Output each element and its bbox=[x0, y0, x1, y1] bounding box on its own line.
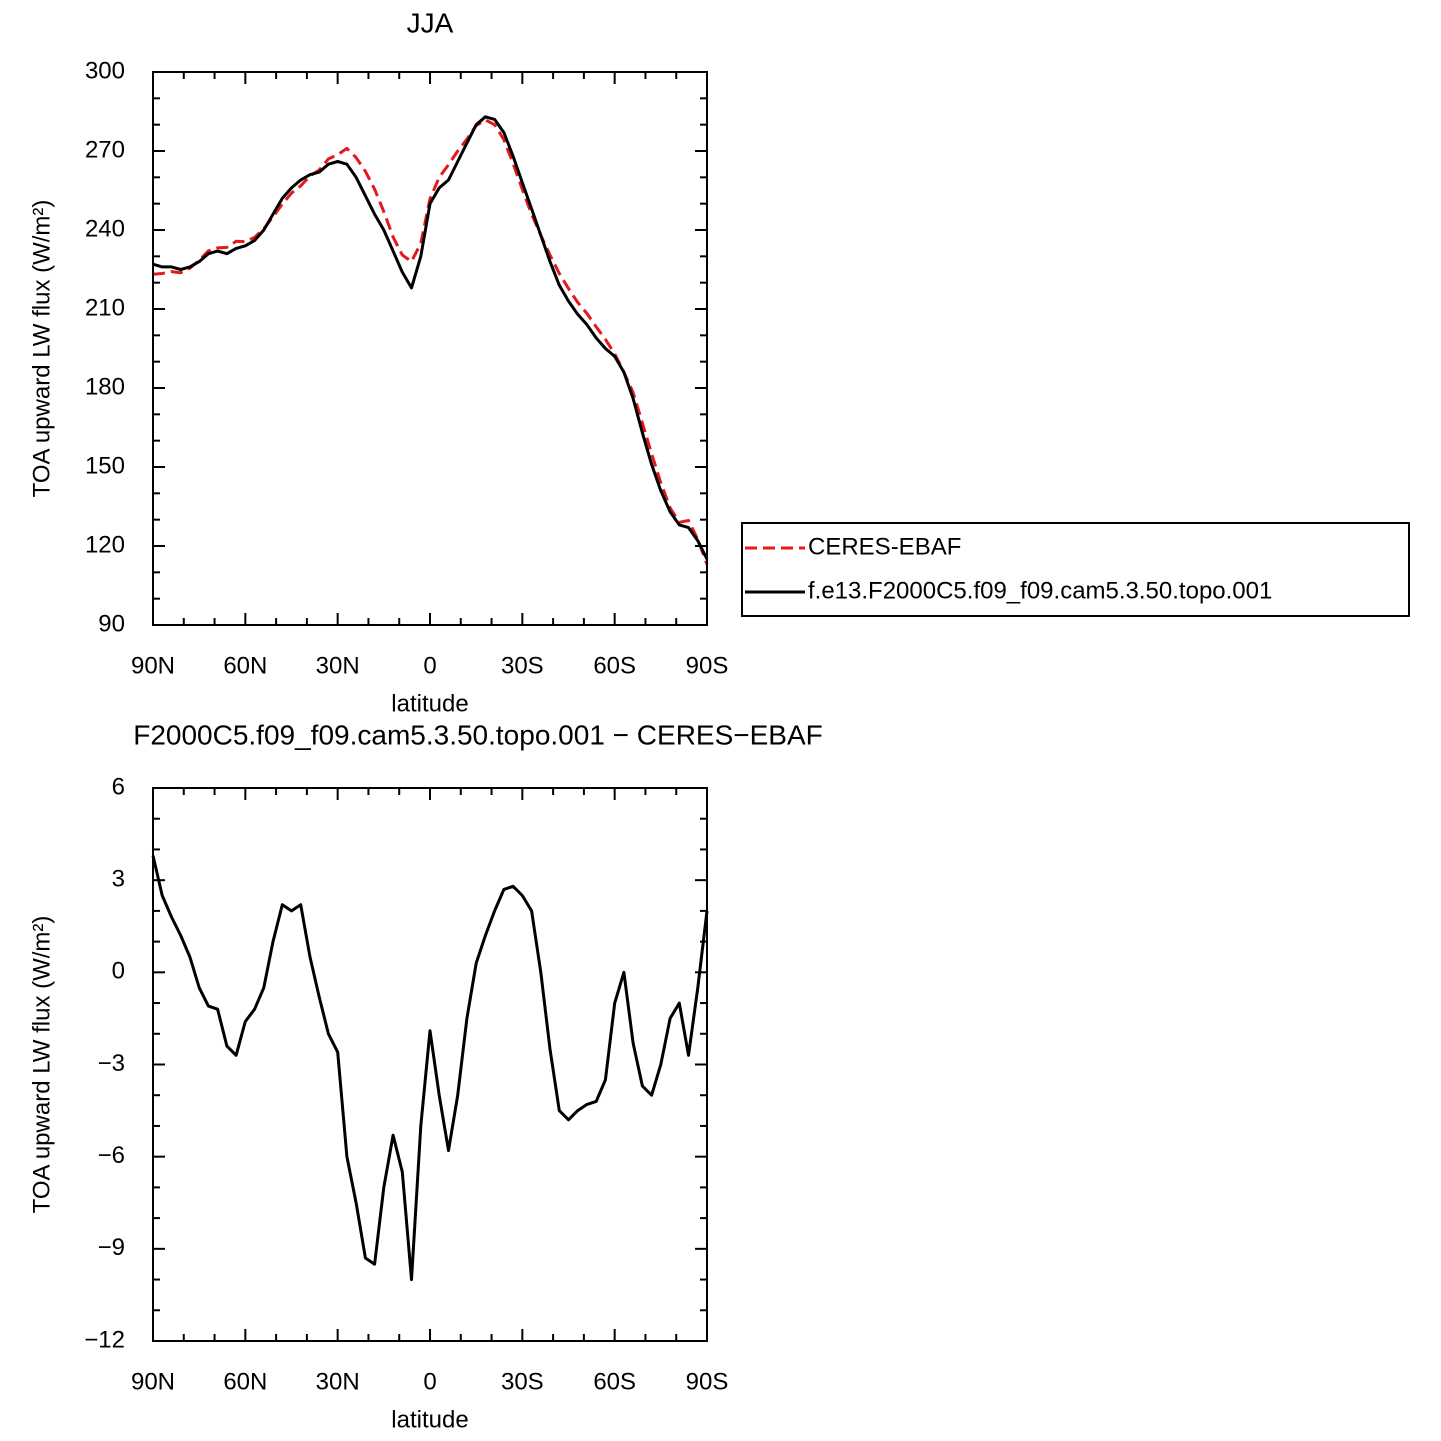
y-tick-label: 150 bbox=[85, 452, 125, 479]
legend-label: CERES-EBAF bbox=[808, 533, 961, 560]
x-tick-label: 0 bbox=[423, 652, 436, 679]
x-tick-label: 60N bbox=[223, 652, 267, 679]
y-tick-label: 300 bbox=[85, 57, 125, 84]
y-axis-label: TOA upward LW flux (W/m²) bbox=[28, 200, 55, 498]
x-tick-label: 30S bbox=[501, 652, 544, 679]
chart-title: JJA bbox=[407, 7, 454, 38]
y-tick-label: 6 bbox=[112, 773, 125, 800]
x-tick-label: 30S bbox=[501, 1368, 544, 1395]
x-tick-label: 90N bbox=[131, 652, 175, 679]
x-tick-label: 30N bbox=[316, 652, 360, 679]
x-tick-label: 60S bbox=[593, 1368, 636, 1395]
y-tick-label: −9 bbox=[98, 1234, 125, 1261]
y-tick-label: 120 bbox=[85, 531, 125, 558]
legend-box bbox=[741, 522, 1410, 617]
y-tick-label: −6 bbox=[98, 1142, 125, 1169]
data-line bbox=[152, 115, 709, 560]
y-tick-label: 210 bbox=[85, 294, 125, 321]
y-tick-label: −12 bbox=[84, 1326, 125, 1353]
x-tick-label: 30N bbox=[316, 1368, 360, 1395]
plot-frame bbox=[152, 71, 708, 626]
x-tick-label: 90S bbox=[686, 652, 729, 679]
x-axis-label: latitude bbox=[391, 690, 468, 717]
x-tick-label: 60N bbox=[223, 1368, 267, 1395]
legend-label: f.e13.F2000C5.f09_f09.cam5.3.50.topo.001 bbox=[808, 577, 1272, 604]
x-tick-label: 90N bbox=[131, 1368, 175, 1395]
panel: F2000C5.f09_f09.cam5.3.50.topo.001 − CER… bbox=[28, 719, 822, 1433]
y-tick-label: 3 bbox=[112, 866, 125, 893]
panel: JJA latitude TOA upward LW flux (W/m²) 90N 6… bbox=[28, 7, 1410, 717]
y-axis-label: TOA upward LW flux (W/m²) bbox=[28, 916, 55, 1214]
y-tick-label: 270 bbox=[85, 136, 125, 163]
x-tick-label: 60S bbox=[593, 652, 636, 679]
x-tick-label: 0 bbox=[423, 1368, 436, 1395]
data-line bbox=[152, 118, 709, 565]
y-tick-label: −3 bbox=[98, 1050, 125, 1077]
x-tick-label: 90S bbox=[686, 1368, 729, 1395]
x-axis-label: latitude bbox=[391, 1406, 468, 1433]
plot-frame bbox=[152, 787, 708, 1342]
y-tick-label: 180 bbox=[85, 373, 125, 400]
data-line bbox=[151, 855, 709, 1282]
y-tick-label: 0 bbox=[112, 958, 125, 985]
y-tick-label: 90 bbox=[98, 610, 125, 637]
y-tick-label: 240 bbox=[85, 215, 125, 242]
chart-title: F2000C5.f09_f09.cam5.3.50.topo.001 − CER… bbox=[133, 719, 823, 750]
